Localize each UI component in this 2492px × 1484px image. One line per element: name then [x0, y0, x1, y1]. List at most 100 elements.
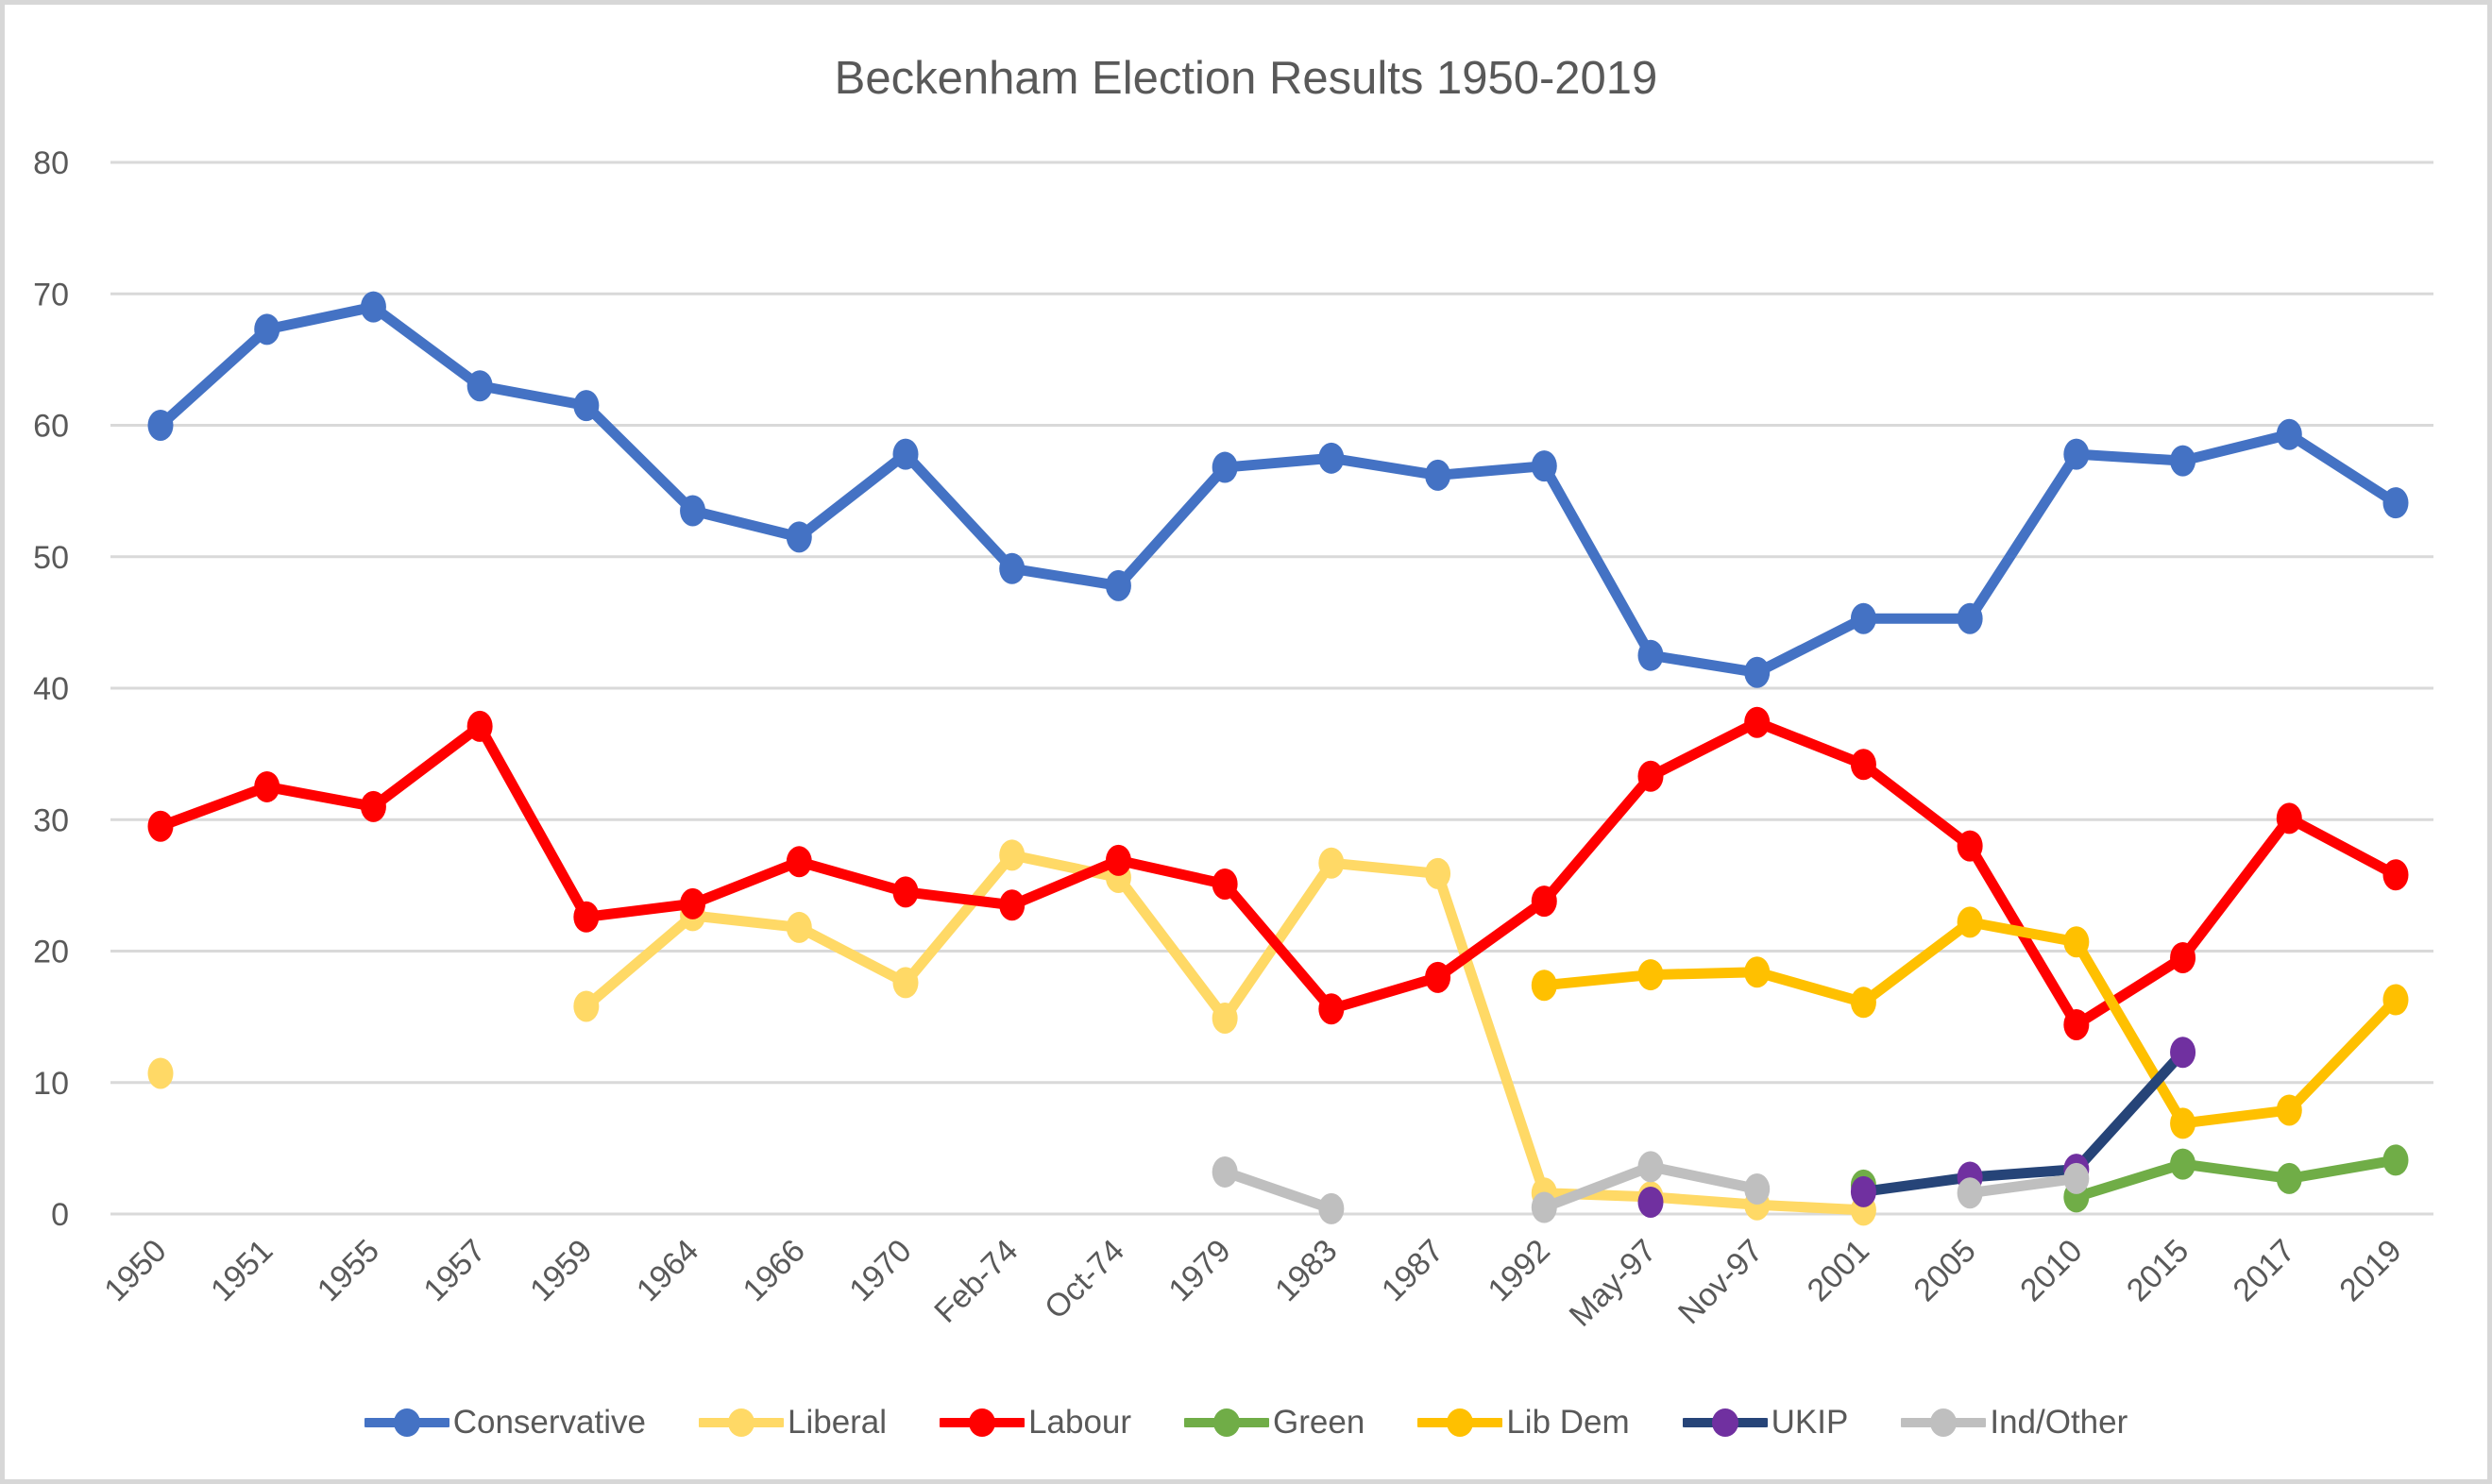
liberal-marker	[999, 839, 1026, 871]
x-axis-tick-label: 1966	[737, 1233, 812, 1308]
x-axis-tick-label: Oct-74	[1038, 1233, 1131, 1326]
x-axis-tick-label: 1992	[1482, 1233, 1557, 1308]
legend-label: UKIP	[1771, 1404, 1849, 1441]
conservative-marker	[1425, 459, 1451, 491]
green-legend-dot	[1213, 1408, 1241, 1437]
ind-other-marker	[2063, 1162, 2090, 1194]
y-axis-tick-label: 80	[33, 145, 69, 181]
lib-dem-marker	[2170, 1107, 2196, 1139]
lib-dem-legend-marker-icon	[1417, 1408, 1503, 1437]
labour-legend-marker-icon	[940, 1408, 1026, 1437]
conservative-marker	[254, 313, 280, 346]
ind-other-line	[1964, 1172, 2082, 1199]
lib-dem-marker	[1744, 956, 1771, 988]
legend-item-ukip: UKIP	[1682, 1404, 1849, 1442]
labour-marker	[2382, 859, 2409, 891]
ind-other-marker	[1318, 1192, 1345, 1224]
x-axis-tick-labels: 1950 1951 1955 1957 1959 1964 1966 1970 Feb-74 Oc…	[97, 1233, 2408, 1334]
x-axis-tick-label: Nov-97	[1671, 1233, 1770, 1331]
legend-label: Conservative	[452, 1404, 646, 1441]
x-axis-tick-label: 2005	[1907, 1233, 1982, 1308]
lib-dem-marker	[2063, 926, 2090, 958]
conservative-marker	[1212, 451, 1238, 483]
conservative-marker	[147, 410, 174, 441]
x-axis-tick-label: 1955	[311, 1233, 386, 1308]
liberal-marker	[786, 911, 812, 943]
y-axis-tick-label: 0	[51, 1197, 69, 1233]
conservative-marker	[2276, 418, 2302, 450]
lib-dem-legend-dot	[1447, 1408, 1474, 1437]
conservative-marker	[2063, 438, 2090, 470]
liberal-marker	[573, 990, 600, 1022]
labour-marker	[1318, 993, 1345, 1025]
conservative-marker	[573, 390, 600, 422]
labour-marker	[360, 790, 386, 822]
ind-other-marker	[1212, 1155, 1238, 1188]
legend-item-ind-other: Ind/Other	[1901, 1404, 2128, 1442]
y-axis-tick-label: 60	[33, 409, 69, 445]
series-lib-dem	[1531, 906, 2409, 1139]
legend-label: Lib Dem	[1506, 1404, 1630, 1441]
green-line	[2071, 1155, 2401, 1203]
labour-marker	[2063, 1008, 2090, 1040]
x-axis-tick-label: 2017	[2227, 1233, 2302, 1308]
conservative-marker	[466, 370, 493, 402]
legend-item-liberal: Liberal	[698, 1404, 888, 1442]
labour-marker	[786, 846, 812, 878]
x-axis-tick-label: 1987	[1375, 1233, 1450, 1308]
series-ind-other	[1212, 1151, 2090, 1224]
x-axis-tick-label: 1964	[630, 1233, 705, 1308]
lib-dem-marker	[1957, 906, 1983, 938]
ind-other-marker	[1531, 1191, 1557, 1223]
lib-dem-marker	[1531, 970, 1557, 1002]
labour-legend-dot	[969, 1408, 996, 1437]
ind-other-marker	[1744, 1173, 1771, 1206]
green-marker	[2382, 1144, 2409, 1176]
legend-item-green: Green	[1184, 1404, 1365, 1442]
labour-marker	[1531, 885, 1557, 918]
x-axis-tick-label: 2019	[2332, 1233, 2408, 1308]
conservative-marker	[360, 291, 386, 323]
ind-other-legend-marker-icon	[1901, 1408, 1987, 1437]
y-axis-tick-label: 20	[33, 935, 69, 970]
ukip-marker	[1850, 1175, 1876, 1207]
labour-marker	[2170, 941, 2196, 973]
liberal-marker	[1212, 1003, 1238, 1035]
x-axis-tick-label: 2001	[1801, 1233, 1876, 1308]
x-axis-tick-label: 1959	[523, 1233, 599, 1308]
conservative-marker	[999, 552, 1026, 584]
conservative-marker	[1105, 569, 1131, 601]
conservative-legend-marker-icon	[364, 1408, 449, 1437]
lib-dem-marker	[1637, 959, 1664, 991]
green-marker	[2170, 1148, 2196, 1180]
conservative-marker	[1531, 450, 1557, 482]
conservative-marker	[680, 495, 706, 527]
x-axis-tick-label: 1951	[204, 1233, 280, 1308]
x-axis-tick-label: 1957	[416, 1233, 492, 1308]
labour-marker	[1850, 749, 1876, 781]
ukip-marker	[2170, 1037, 2196, 1069]
liberal-legend-dot	[727, 1408, 754, 1437]
ind-other-marker	[1957, 1177, 1983, 1209]
x-axis-tick-label: 2015	[2120, 1233, 2195, 1308]
conservative-marker	[1850, 602, 1876, 634]
conservative-marker	[1318, 442, 1345, 474]
liberal-legend-marker-icon	[698, 1408, 784, 1437]
labour-marker	[2276, 802, 2302, 835]
conservative-legend-dot	[393, 1408, 420, 1437]
conservative-marker	[786, 521, 812, 553]
chart-legend: Conservative Liberal Labour Green Lib Dem UKI…	[5, 1404, 2487, 1442]
legend-label: Liberal	[787, 1404, 888, 1441]
series-conservative	[147, 291, 2409, 688]
y-axis-tick-labels: 0 10 20 30 40 50 60 70 80	[33, 145, 69, 1233]
x-axis-tick-label: 1970	[842, 1233, 918, 1308]
ukip-line	[1857, 1047, 2189, 1197]
y-axis-tick-label: 40	[33, 671, 69, 707]
labour-marker	[466, 710, 493, 742]
conservative-line	[155, 301, 2401, 678]
series-labour	[147, 706, 2409, 1040]
ukip-legend-marker-icon	[1682, 1408, 1768, 1437]
lib-dem-marker	[2276, 1094, 2302, 1126]
labour-marker	[680, 887, 706, 919]
